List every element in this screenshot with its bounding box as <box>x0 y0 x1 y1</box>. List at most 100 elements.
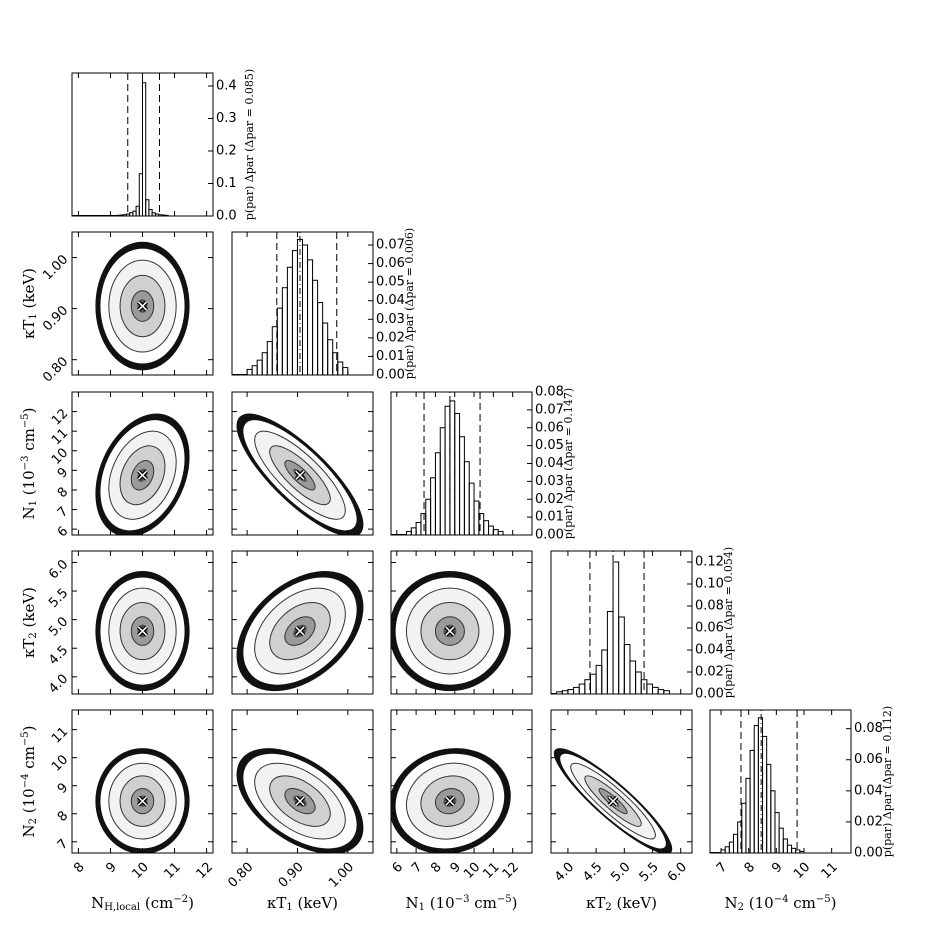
label-part: −3 <box>455 894 470 905</box>
label-part: N <box>20 506 38 519</box>
panel-frame <box>550 550 693 695</box>
histogram-bin <box>595 664 603 695</box>
axis-label: κT1 (keV) <box>20 268 39 339</box>
x-tick-label: 8 <box>428 860 444 876</box>
label-part: 1 <box>28 500 39 506</box>
y-tick-label: 0.07 <box>535 402 564 417</box>
label-part: ) <box>512 894 518 912</box>
label-part: N <box>725 894 738 912</box>
best-fit-marker-inner <box>295 626 305 636</box>
histogram-bin <box>276 307 283 376</box>
best-fit-marker-inner <box>295 796 305 806</box>
axis-label: NH,local (cm−2) <box>91 894 194 913</box>
best-fit-marker-inner <box>445 796 455 806</box>
histogram-bin <box>635 671 642 695</box>
y-tick-label: 8 <box>55 808 71 824</box>
panel-frame <box>71 391 214 536</box>
panel-frame <box>71 709 214 854</box>
y-tick-label: 8 <box>55 485 71 501</box>
label-part: ) <box>20 726 38 732</box>
panel-frame <box>71 72 214 217</box>
histogram-bin <box>444 405 451 536</box>
histogram-bin <box>770 790 776 854</box>
y-tick-label: 1.00 <box>40 252 71 283</box>
x-tick-label: 9 <box>769 860 785 876</box>
histogram-bin <box>327 339 334 376</box>
y-tick-label: 10 <box>49 445 71 467</box>
histogram-bin <box>281 287 288 376</box>
panel-frame <box>550 709 693 854</box>
x-tick-label: 4.0 <box>552 860 577 885</box>
label-part: κT <box>20 320 38 339</box>
histogram-bin <box>589 673 597 695</box>
histogram-bin <box>741 802 747 854</box>
histogram-bin <box>322 322 329 376</box>
axis-label: N1 (10−3 cm−5) <box>406 894 518 913</box>
y-tick-label: 11 <box>49 426 71 448</box>
x-tick-label: 0.80 <box>225 860 256 891</box>
y-tick-label: 0.00 <box>854 846 883 861</box>
y-tick-label: 9 <box>55 465 71 481</box>
axis-label: N1 (10−3 cm−5) <box>20 408 39 520</box>
x-tick-label: 8 <box>742 860 758 876</box>
y-tick-label: 0.02 <box>376 330 405 345</box>
y-tick-label: 0.02 <box>854 814 883 829</box>
histogram-bin <box>492 529 499 536</box>
axis-label: N2 (10−4 cm−5) <box>725 894 837 913</box>
label-part: ) <box>188 894 194 912</box>
y-tick-label: 0.04 <box>695 643 724 658</box>
histogram-ylabel: p(par) Δpar (Δpar = 0.054) <box>722 547 735 698</box>
y-tick-label: 0.0 <box>216 209 237 224</box>
best-fit-marker-inner <box>137 796 148 806</box>
label-part: 2 <box>28 632 39 638</box>
histogram-bin <box>286 266 293 376</box>
histogram-bin <box>468 482 475 536</box>
histogram-bin <box>312 279 319 376</box>
x-tick-label: 11 <box>162 860 184 882</box>
histogram-bin <box>774 812 780 854</box>
x-tick-label: 8 <box>71 860 87 876</box>
histogram-bin <box>317 302 324 376</box>
x-tick-label: 7 <box>714 860 730 876</box>
histogram-bin <box>623 644 631 695</box>
panel-frame <box>231 550 374 695</box>
y-tick-label: 10 <box>49 752 71 774</box>
histogram-bin <box>420 513 427 536</box>
histogram-bin <box>657 689 665 695</box>
label-part: cm <box>469 894 496 912</box>
histogram-bin <box>578 683 586 695</box>
histogram-bin <box>757 717 764 854</box>
histogram-bin <box>728 841 735 854</box>
x-tick-label: 9 <box>103 860 119 876</box>
histogram-bin <box>652 686 659 695</box>
label-part: (keV) <box>20 587 38 632</box>
histogram-bin <box>337 361 344 376</box>
histogram-bin <box>766 763 772 854</box>
best-fit-marker-inner <box>295 470 305 480</box>
histogram-bin <box>425 498 432 536</box>
y-tick-label: 0.06 <box>854 752 883 767</box>
y-tick-label: 6.0 <box>46 557 71 582</box>
label-part: N <box>20 824 38 837</box>
histogram-ylabel: p(par) Δpar (Δpar = 0.147) <box>562 388 575 539</box>
histogram-bin <box>791 847 797 854</box>
histogram-bin <box>497 530 504 536</box>
histogram-bin <box>256 359 263 376</box>
label-part: −4 <box>774 894 789 905</box>
y-tick-label: 6 <box>55 524 71 540</box>
y-tick-label: 7 <box>55 836 71 852</box>
histogram-bin <box>724 846 730 854</box>
histogram-bin <box>405 530 412 536</box>
x-tick-label: 7 <box>409 860 425 876</box>
histogram-ylabel: p(par) Δpar (Δpar = 0.006) <box>403 228 416 379</box>
y-tick-label: 0.04 <box>376 293 405 308</box>
y-tick-label: 4.5 <box>46 643 71 668</box>
label-part: 2 <box>738 902 744 913</box>
histogram-bin <box>745 777 751 854</box>
histogram-bin <box>430 477 436 536</box>
label-part: (10 <box>425 894 455 912</box>
axis-label: κT1 (keV) <box>267 894 338 913</box>
label-part: κT <box>267 894 286 912</box>
histogram-bin <box>749 749 755 854</box>
